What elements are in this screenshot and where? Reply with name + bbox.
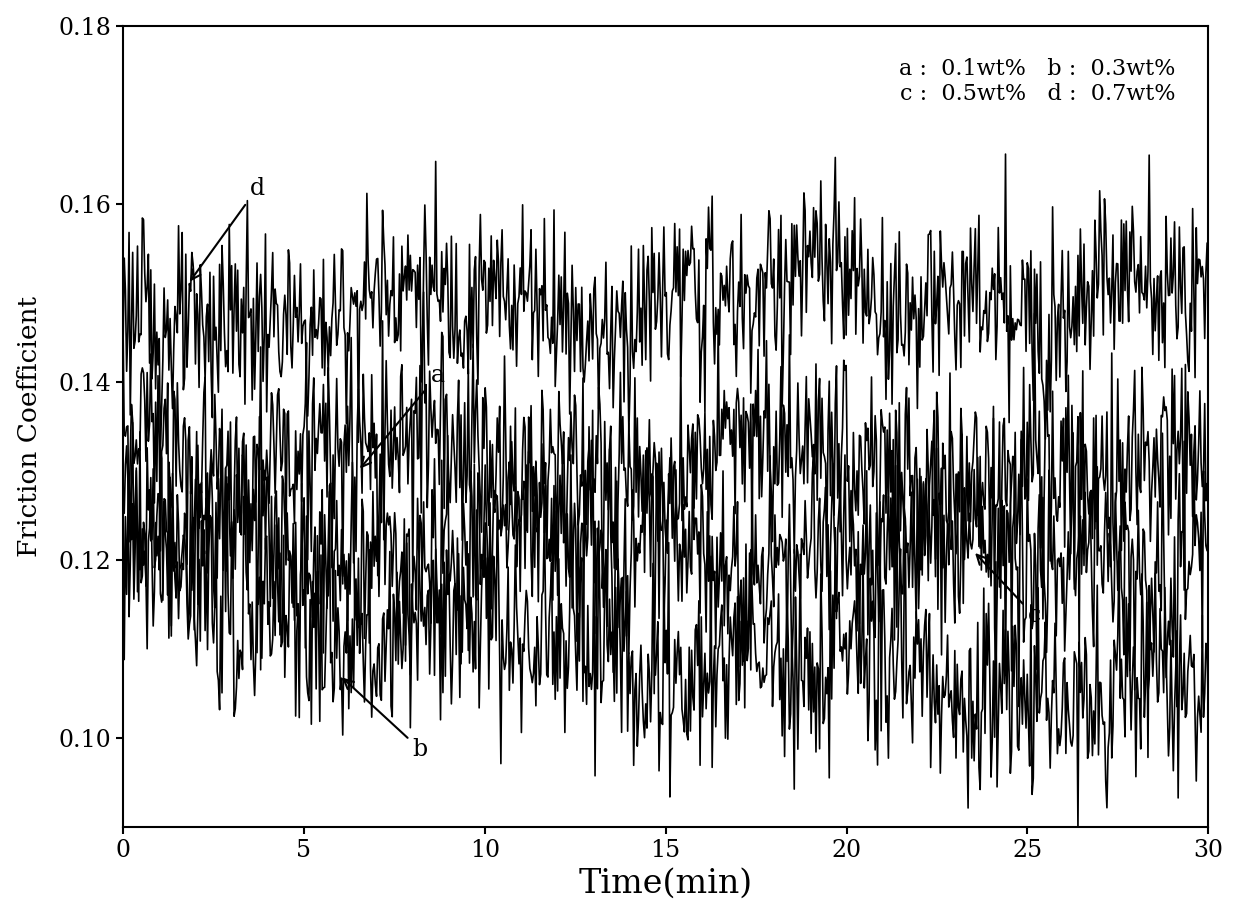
X-axis label: Time(min): Time(min) (579, 867, 753, 900)
Text: d: d (191, 177, 265, 279)
Text: b: b (343, 679, 428, 761)
Text: c: c (977, 555, 1040, 627)
Text: a :  0.1wt%   b :  0.3wt%
c :  0.5wt%   d :  0.7wt%: a : 0.1wt% b : 0.3wt% c : 0.5wt% d : 0.7… (899, 58, 1176, 105)
Text: a: a (361, 364, 444, 467)
Y-axis label: Friction Coefficient: Friction Coefficient (16, 296, 42, 557)
